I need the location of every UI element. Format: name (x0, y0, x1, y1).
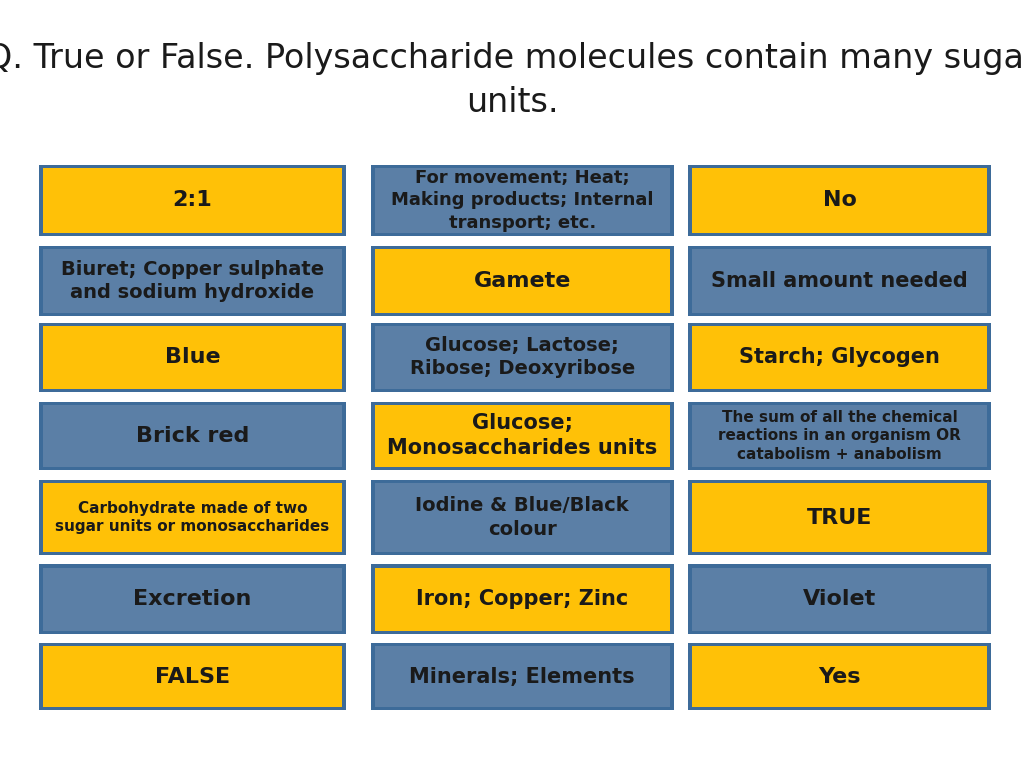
FancyBboxPatch shape (371, 165, 674, 236)
FancyBboxPatch shape (692, 405, 987, 467)
FancyBboxPatch shape (688, 402, 991, 470)
FancyBboxPatch shape (688, 323, 991, 392)
FancyBboxPatch shape (39, 564, 346, 634)
FancyBboxPatch shape (371, 643, 674, 710)
FancyBboxPatch shape (688, 480, 991, 555)
FancyBboxPatch shape (371, 402, 674, 470)
FancyBboxPatch shape (692, 326, 987, 389)
Text: TRUE: TRUE (807, 508, 872, 528)
FancyBboxPatch shape (375, 568, 670, 631)
Text: Carbohydrate made of two
sugar units or monosaccharides: Carbohydrate made of two sugar units or … (55, 501, 330, 535)
FancyBboxPatch shape (375, 249, 670, 313)
Text: Iodine & Blue/Black
colour: Iodine & Blue/Black colour (416, 496, 629, 539)
Text: Biuret; Copper sulphate
and sodium hydroxide: Biuret; Copper sulphate and sodium hydro… (61, 260, 324, 303)
Text: Violet: Violet (803, 589, 877, 609)
Text: Brick red: Brick red (136, 425, 249, 446)
FancyBboxPatch shape (375, 646, 670, 707)
FancyBboxPatch shape (371, 323, 674, 392)
FancyBboxPatch shape (43, 168, 342, 233)
Text: 2:1: 2:1 (173, 190, 212, 210)
FancyBboxPatch shape (371, 480, 674, 555)
FancyBboxPatch shape (39, 165, 346, 236)
FancyBboxPatch shape (39, 323, 346, 392)
Text: Gamete: Gamete (473, 271, 571, 291)
Text: Blue: Blue (165, 347, 220, 367)
Text: For movement; Heat;
Making products; Internal
transport; etc.: For movement; Heat; Making products; Int… (391, 169, 653, 232)
FancyBboxPatch shape (375, 405, 670, 467)
FancyBboxPatch shape (39, 643, 346, 710)
FancyBboxPatch shape (371, 246, 674, 316)
FancyBboxPatch shape (43, 483, 342, 552)
FancyBboxPatch shape (39, 402, 346, 470)
FancyBboxPatch shape (688, 564, 991, 634)
FancyBboxPatch shape (688, 246, 991, 316)
Text: The sum of all the chemical
reactions in an organism OR
catabolism + anabolism: The sum of all the chemical reactions in… (718, 410, 962, 462)
FancyBboxPatch shape (43, 249, 342, 313)
Text: Iron; Copper; Zinc: Iron; Copper; Zinc (416, 589, 629, 609)
Text: Glucose; Lactose;
Ribose; Deoxyribose: Glucose; Lactose; Ribose; Deoxyribose (410, 336, 635, 379)
FancyBboxPatch shape (692, 483, 987, 552)
Text: Small amount needed: Small amount needed (712, 271, 968, 291)
FancyBboxPatch shape (39, 480, 346, 555)
FancyBboxPatch shape (371, 564, 674, 634)
FancyBboxPatch shape (43, 568, 342, 631)
FancyBboxPatch shape (375, 326, 670, 389)
Text: Excretion: Excretion (133, 589, 252, 609)
FancyBboxPatch shape (692, 249, 987, 313)
FancyBboxPatch shape (692, 568, 987, 631)
Text: Glucose;
Monosaccharides units: Glucose; Monosaccharides units (387, 413, 657, 458)
FancyBboxPatch shape (375, 168, 670, 233)
FancyBboxPatch shape (688, 643, 991, 710)
FancyBboxPatch shape (688, 165, 991, 236)
Text: FALSE: FALSE (155, 667, 230, 687)
FancyBboxPatch shape (43, 326, 342, 389)
FancyBboxPatch shape (375, 483, 670, 552)
FancyBboxPatch shape (39, 246, 346, 316)
FancyBboxPatch shape (43, 646, 342, 707)
Text: Minerals; Elements: Minerals; Elements (410, 667, 635, 687)
Text: Starch; Glycogen: Starch; Glycogen (739, 347, 940, 367)
FancyBboxPatch shape (43, 405, 342, 467)
Text: No: No (822, 190, 857, 210)
FancyBboxPatch shape (692, 646, 987, 707)
FancyBboxPatch shape (692, 168, 987, 233)
Text: Yes: Yes (818, 667, 861, 687)
Text: Q. True or False. Polysaccharide molecules contain many sugar
units.: Q. True or False. Polysaccharide molecul… (0, 42, 1024, 119)
